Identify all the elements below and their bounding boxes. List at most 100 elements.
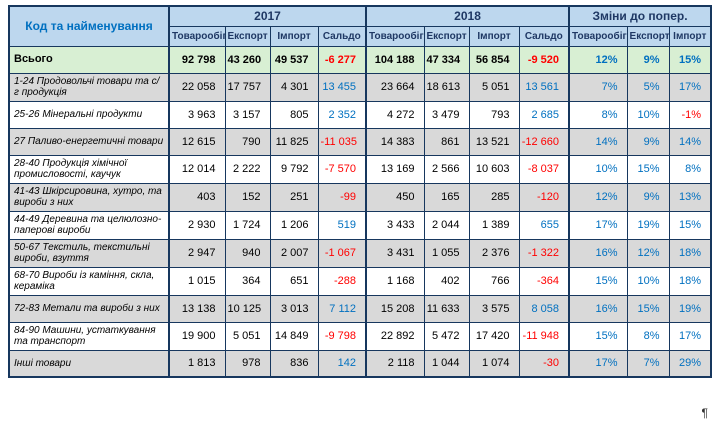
cell-value: 5 051	[224, 321, 271, 351]
table-row: 27 Паливо-енергетичні товари 12 615 790 11 …	[8, 127, 712, 156]
cell-value: 23 664	[365, 72, 425, 102]
column-header-0-1: Експорт	[224, 25, 271, 47]
cell-value: 836	[269, 349, 319, 378]
cell-value: 104 188	[365, 45, 425, 74]
trade-table: Код та найменування 2017 2018 Зміни до п…	[8, 5, 713, 378]
cell-value: 2 352	[317, 100, 367, 129]
cell-value: 402	[423, 266, 470, 296]
cell-value: -120	[518, 182, 570, 212]
cell-value: 655	[518, 210, 570, 240]
cell-value: 17 420	[468, 321, 520, 351]
cell-value: 47 334	[423, 45, 470, 74]
cell-value: 285	[468, 182, 520, 212]
cell-value: 5%	[626, 72, 670, 102]
cell-value: 17%	[568, 349, 628, 378]
cell-value: 7%	[568, 72, 628, 102]
column-header-2-0: Товарообіг	[568, 25, 628, 47]
cell-value: -12 660	[518, 127, 570, 156]
column-header-1-3: Сальдо	[518, 25, 570, 47]
cell-value: -8 037	[518, 154, 570, 184]
row-name: 28-40 Продукція хімічної промисловості, …	[8, 154, 170, 184]
cell-value: 15%	[668, 210, 712, 240]
cell-value: 861	[423, 127, 470, 156]
cell-value: 15%	[568, 266, 628, 296]
cell-value: 13 521	[468, 127, 520, 156]
pilcrow-mark: ¶	[701, 406, 708, 420]
column-header-0-0: Товарообіг	[168, 25, 226, 47]
cell-value: 10%	[626, 266, 670, 296]
cell-value: 17%	[568, 210, 628, 240]
corner-header: Код та найменування	[8, 5, 170, 47]
column-header-1-0: Товарообіг	[365, 25, 425, 47]
cell-value: 142	[317, 349, 367, 378]
row-name: 68-70 Вироби із каміння, скла, кераміка	[8, 266, 170, 296]
table-row: 1-24 Продовольчі товари та с/г продукція…	[8, 72, 712, 102]
cell-value: 9%	[626, 127, 670, 156]
cell-value: 793	[468, 100, 520, 129]
cell-value: 13%	[668, 182, 712, 212]
total-row: Всього 92 798 43 260 49 537 -6 277 104 188 47 …	[8, 45, 712, 74]
row-name: 84-90 Машини, устаткування та транспорт	[8, 321, 170, 351]
cell-value: 12%	[568, 182, 628, 212]
cell-value: -11 035	[317, 127, 367, 156]
cell-value: -9 520	[518, 45, 570, 74]
cell-value: 14 849	[269, 321, 319, 351]
row-name: 41-43 Шкірсировина, хутро, та вироби з н…	[8, 182, 170, 212]
table-row: 44-49 Деревина та целюлозно-паперові вир…	[8, 210, 712, 240]
cell-value: 450	[365, 182, 425, 212]
cell-value: 22 058	[168, 72, 226, 102]
cell-value: 1 724	[224, 210, 271, 240]
cell-value: 29%	[668, 349, 712, 378]
cell-value: 805	[269, 100, 319, 129]
cell-value: -1%	[668, 100, 712, 129]
group-header-changes: Зміни до попер.	[568, 5, 712, 27]
row-name: Інші товари	[8, 349, 170, 378]
column-header-2-1: Експорт	[626, 25, 670, 47]
cell-value: 22 892	[365, 321, 425, 351]
cell-value: 2 044	[423, 210, 470, 240]
cell-value: 1 055	[423, 238, 470, 268]
cell-value: 16%	[568, 294, 628, 323]
cell-value: 18%	[668, 238, 712, 268]
cell-value: 13 561	[518, 72, 570, 102]
cell-value: 1 074	[468, 349, 520, 378]
cell-value: 16%	[568, 238, 628, 268]
cell-value: 12 014	[168, 154, 226, 184]
cell-value: -1 067	[317, 238, 367, 268]
table-row: 41-43 Шкірсировина, хутро, та вироби з н…	[8, 182, 712, 212]
cell-value: 3 479	[423, 100, 470, 129]
cell-value: 19%	[626, 210, 670, 240]
table-row: 72-83 Метали та вироби з них 13 138 10 125…	[8, 294, 712, 323]
cell-value: 92 798	[168, 45, 226, 74]
cell-value: 8%	[668, 154, 712, 184]
cell-value: 14 383	[365, 127, 425, 156]
cell-value: 1 813	[168, 349, 226, 378]
cell-value: 8 058	[518, 294, 570, 323]
cell-value: 7%	[626, 349, 670, 378]
group-header-row: Код та найменування 2017 2018 Зміни до п…	[8, 5, 712, 47]
cell-value: 9%	[626, 45, 670, 74]
cell-value: -11 948	[518, 321, 570, 351]
cell-value: 519	[317, 210, 367, 240]
cell-value: 56 854	[468, 45, 520, 74]
column-header-0-3: Сальдо	[317, 25, 367, 47]
cell-value: 49 537	[269, 45, 319, 74]
cell-value: -1 322	[518, 238, 570, 268]
cell-value: -99	[317, 182, 367, 212]
table-row: 68-70 Вироби із каміння, скла, кераміка 1…	[8, 266, 712, 296]
table-row: Інші товари 1 813 978 836 142 2 118 1 044 1 074…	[8, 349, 712, 378]
cell-value: 11 825	[269, 127, 319, 156]
group-header-2018: 2018	[365, 5, 570, 27]
cell-value: 5 472	[423, 321, 470, 351]
cell-value: 2 566	[423, 154, 470, 184]
cell-value: 1 168	[365, 266, 425, 296]
cell-value: 43 260	[224, 45, 271, 74]
cell-value: 4 272	[365, 100, 425, 129]
cell-value: 2 930	[168, 210, 226, 240]
cell-value: 8%	[568, 100, 628, 129]
column-header-2-2: Імпорт	[668, 25, 712, 47]
cell-value: 10 125	[224, 294, 271, 323]
cell-value: 2 376	[468, 238, 520, 268]
cell-value: 10 603	[468, 154, 520, 184]
row-name: 27 Паливо-енергетичні товари	[8, 127, 170, 156]
